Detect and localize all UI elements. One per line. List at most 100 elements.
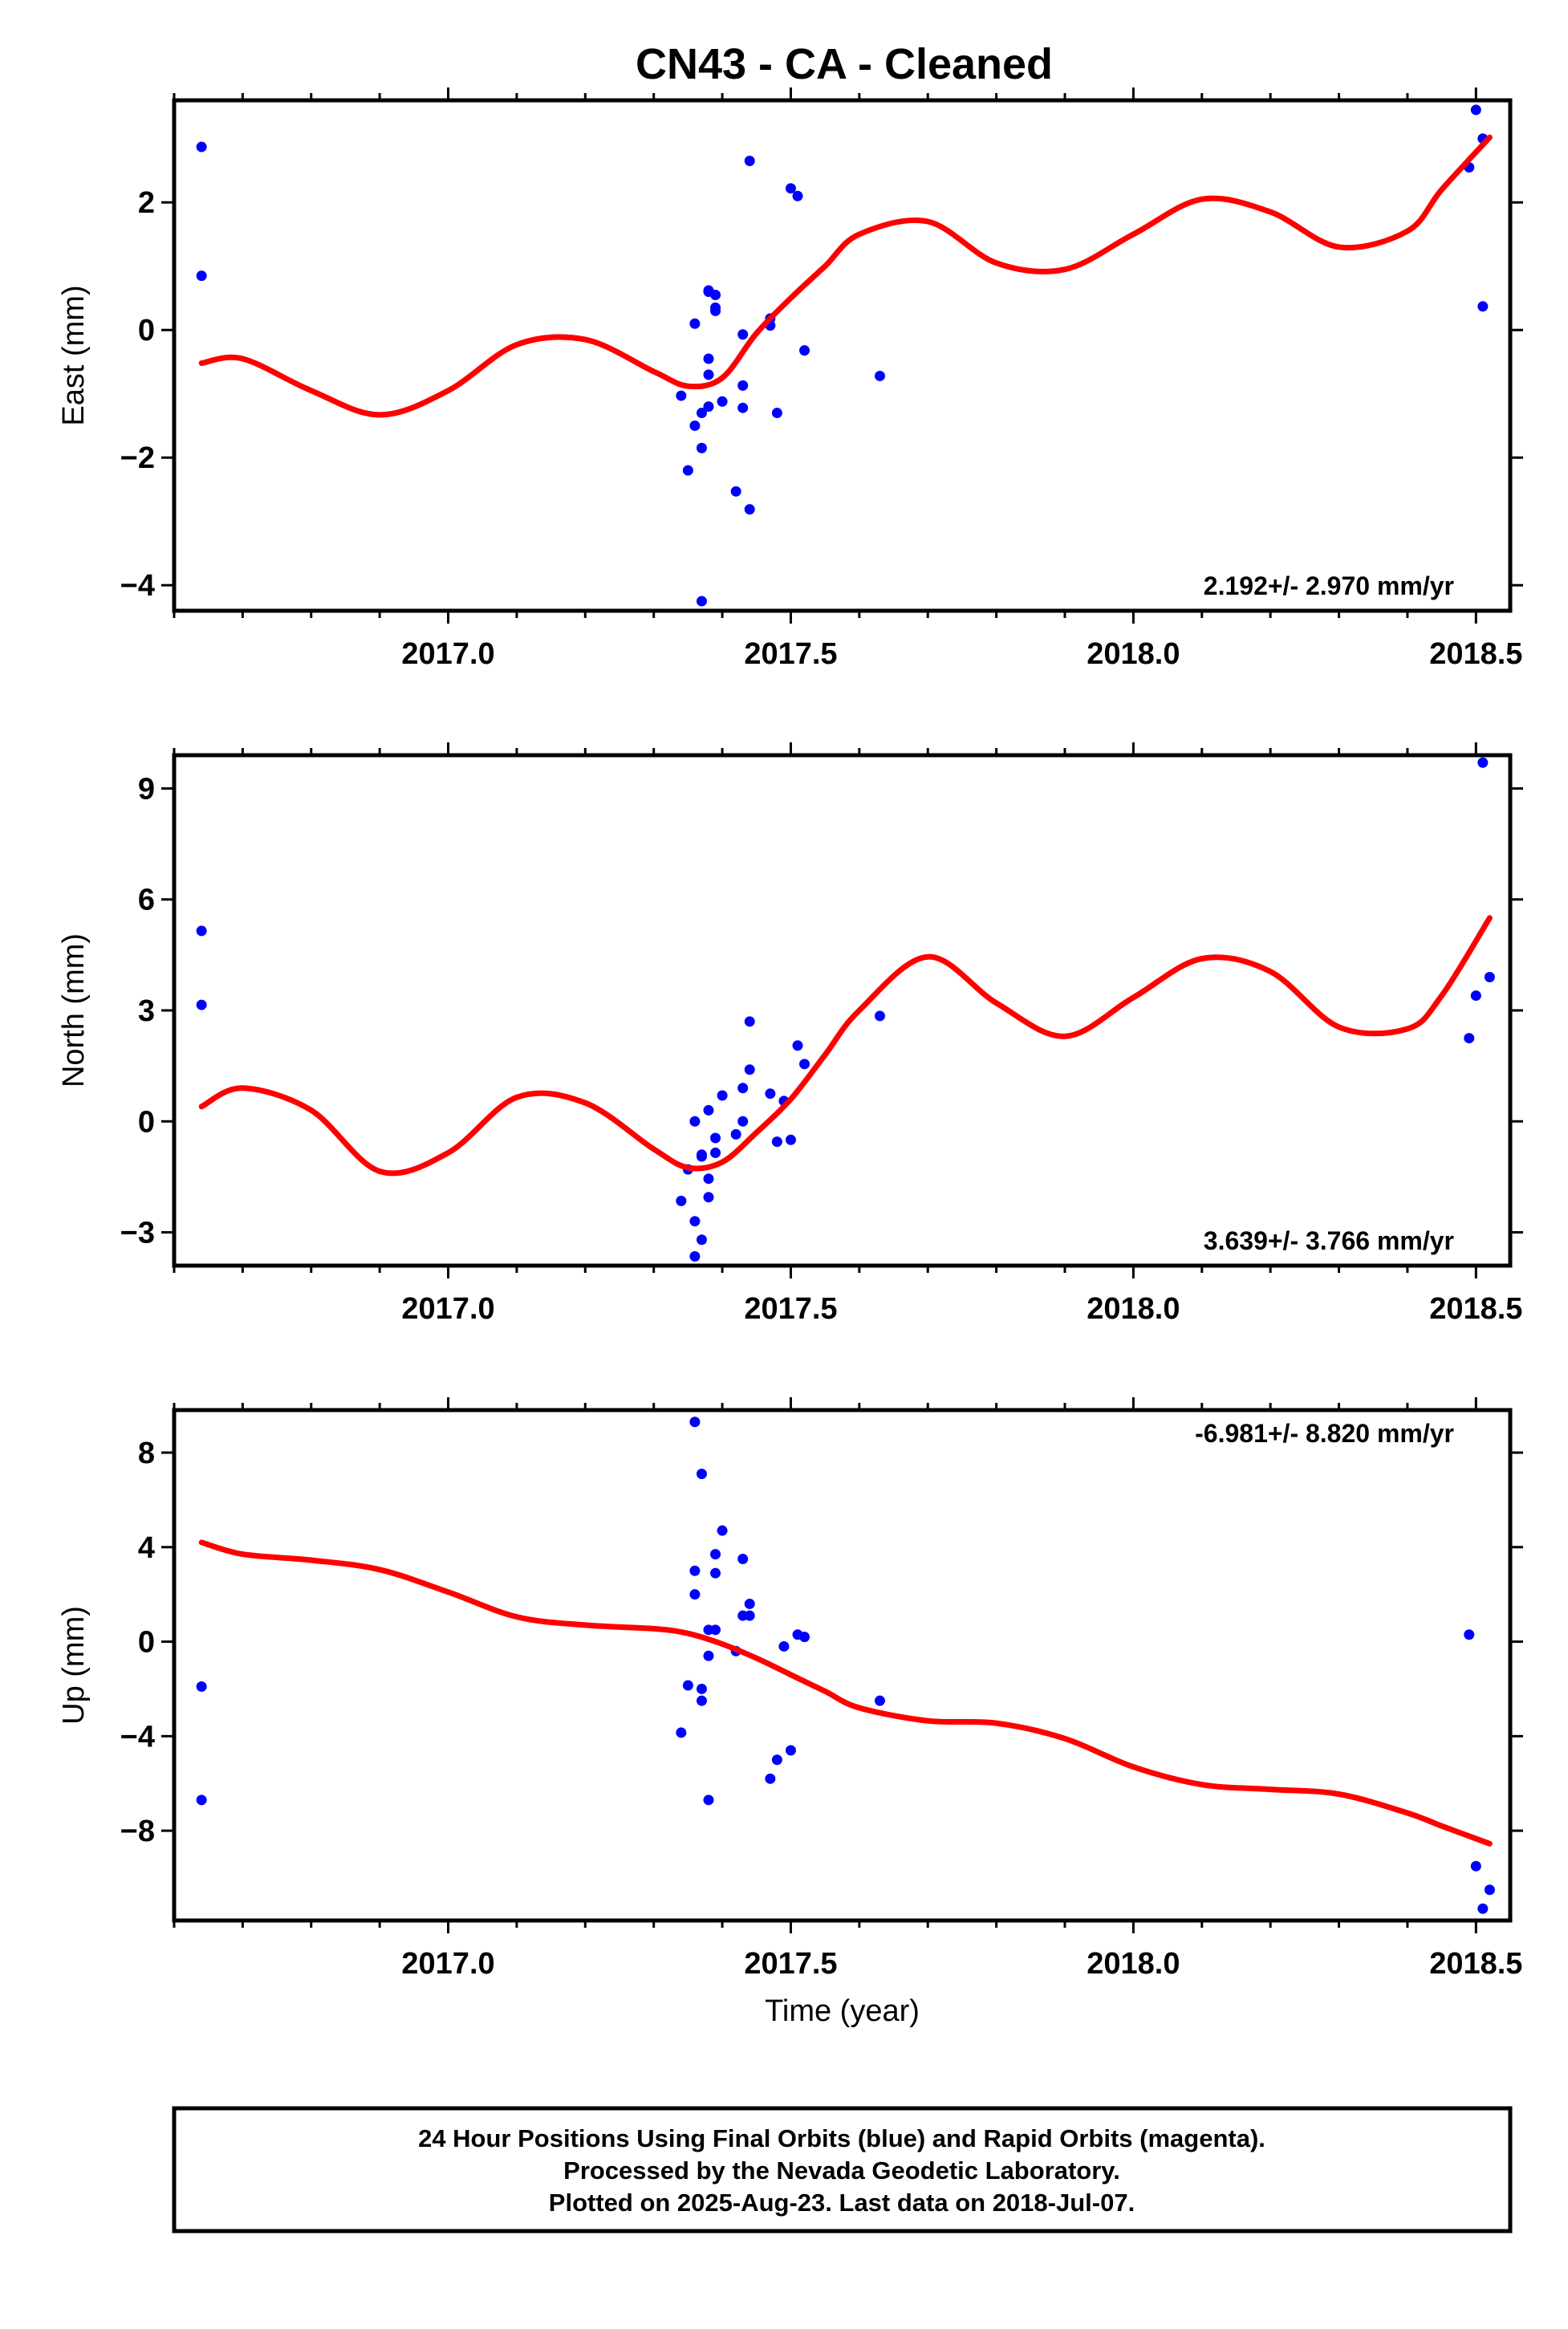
up-data-point — [682, 1680, 693, 1691]
east-data-point — [737, 329, 749, 340]
up-x-tick-label: 2017.0 — [401, 1947, 494, 1981]
north-y-tick-label: 9 — [138, 772, 155, 806]
east-data-point — [737, 402, 749, 413]
north-data-point — [1464, 1033, 1475, 1044]
north-data-point — [1477, 757, 1489, 768]
north-data-point — [703, 1192, 714, 1203]
east-data-point — [696, 442, 707, 453]
north-data-point — [785, 1134, 796, 1145]
east-data-point — [689, 420, 701, 431]
east-data-point — [703, 401, 714, 413]
north-y-tick-label: 6 — [138, 884, 155, 917]
east-data-point — [710, 289, 721, 300]
up-panel: 2017.0 2017.5 2018.0 2018.5 −8 −4 0 4 8 Up (mm) Ti… — [57, 1397, 1523, 2028]
north-data-point — [689, 1216, 701, 1227]
up-data-point — [689, 1565, 701, 1576]
north-data-point — [874, 1010, 885, 1022]
east-data-point — [676, 390, 687, 401]
up-y-tick-label: 0 — [138, 1626, 155, 1660]
east-fit-curve — [198, 134, 1493, 418]
north-data-point — [196, 925, 207, 937]
east-x-tick-label: 2017.0 — [401, 637, 494, 671]
north-fit-curve — [198, 915, 1493, 1177]
east-data-point — [696, 408, 707, 419]
footer-line-3: Plotted on 2025-Aug-23. Last data on 201… — [549, 2189, 1135, 2217]
north-x-tick-label: 2018.5 — [1429, 1292, 1522, 1326]
east-data-point — [717, 396, 728, 407]
up-x-tick-label: 2017.5 — [744, 1947, 837, 1981]
east-data-point — [744, 504, 755, 515]
up-data-point — [196, 1795, 207, 1806]
north-data-point — [703, 1104, 714, 1116]
north-x-tick-label: 2017.0 — [401, 1292, 494, 1326]
up-data-point — [765, 1773, 776, 1784]
north-y-tick-label: 3 — [138, 994, 155, 1028]
east-rate-annotation: 2.192+/- 2.970 mm/yr — [1204, 571, 1454, 600]
up-data-point — [778, 1640, 790, 1652]
east-data-point — [1477, 301, 1489, 312]
north-data-point — [744, 1064, 755, 1075]
up-data-point — [703, 1650, 714, 1661]
north-data-point — [676, 1195, 687, 1206]
up-points-group — [196, 1417, 1495, 1914]
up-data-point — [1470, 1860, 1481, 1872]
north-data-point — [710, 1147, 721, 1158]
east-data-point — [682, 465, 693, 476]
north-rate-annotation: 3.639+/- 3.766 mm/yr — [1204, 1226, 1454, 1255]
east-data-point — [196, 141, 207, 152]
up-data-point — [703, 1795, 714, 1806]
east-data-point — [799, 345, 810, 356]
up-data-point — [799, 1632, 810, 1643]
east-plot-frame — [172, 98, 1513, 613]
up-y-axis-label: Up (mm) — [57, 1606, 91, 1725]
north-data-point — [710, 1132, 721, 1144]
footer-box: 24 Hour Positions Using Final Orbits (bl… — [172, 2106, 1513, 2233]
east-data-point — [744, 156, 755, 167]
footer-line-2: Processed by the Nevada Geodetic Laborat… — [563, 2156, 1120, 2185]
north-panel: 2017.0 2017.5 2018.0 2018.5 −3 0 3 6 9 North (mm)… — [57, 742, 1523, 1326]
north-data-point — [689, 1116, 701, 1127]
north-data-point — [737, 1116, 749, 1127]
x-axis-label: Time (year) — [765, 1994, 920, 2028]
up-y-tick-label: −8 — [120, 1815, 155, 1848]
east-y-tick-label: −2 — [120, 441, 155, 475]
up-fit-curve — [198, 1539, 1493, 1847]
east-data-point — [710, 302, 721, 313]
east-points-group — [196, 104, 1489, 607]
north-data-point — [696, 1234, 707, 1246]
up-data-point — [676, 1727, 687, 1738]
up-data-point — [696, 1683, 707, 1694]
east-data-point — [196, 270, 207, 282]
east-data-point — [689, 318, 701, 329]
up-data-point — [1484, 1884, 1495, 1896]
up-rate-annotation: -6.981+/- 8.820 mm/yr — [1195, 1419, 1454, 1448]
east-y-tick-label: −4 — [120, 569, 155, 603]
east-data-point — [1470, 104, 1481, 116]
up-data-point — [710, 1567, 721, 1579]
north-data-point — [799, 1059, 810, 1070]
north-data-point — [717, 1090, 728, 1101]
north-data-point — [696, 1151, 707, 1162]
up-data-point — [689, 1589, 701, 1600]
footer-frame — [172, 2106, 1513, 2233]
up-data-point — [1464, 1629, 1475, 1640]
up-data-point — [785, 1745, 796, 1756]
up-data-point — [710, 1624, 721, 1636]
east-panel: 2017.0 2017.5 2018.0 2018.5 −4 −2 0 2 East (mm) 2… — [57, 87, 1523, 671]
north-data-point — [765, 1088, 776, 1099]
east-x-tick-label: 2017.5 — [744, 637, 837, 671]
up-data-point — [744, 1610, 755, 1621]
up-x-tick-label: 2018.0 — [1087, 1947, 1180, 1981]
up-data-point — [771, 1754, 782, 1766]
east-data-point — [703, 369, 714, 380]
east-x-tick-label: 2018.5 — [1429, 637, 1522, 671]
up-data-point — [696, 1469, 707, 1479]
up-data-point — [696, 1695, 707, 1706]
up-plot-frame — [172, 1408, 1513, 1923]
north-data-point — [771, 1136, 782, 1148]
east-y-tick-label: 2 — [138, 186, 155, 220]
east-data-point — [874, 370, 885, 381]
north-data-point — [792, 1040, 803, 1051]
north-data-point — [1484, 972, 1495, 983]
